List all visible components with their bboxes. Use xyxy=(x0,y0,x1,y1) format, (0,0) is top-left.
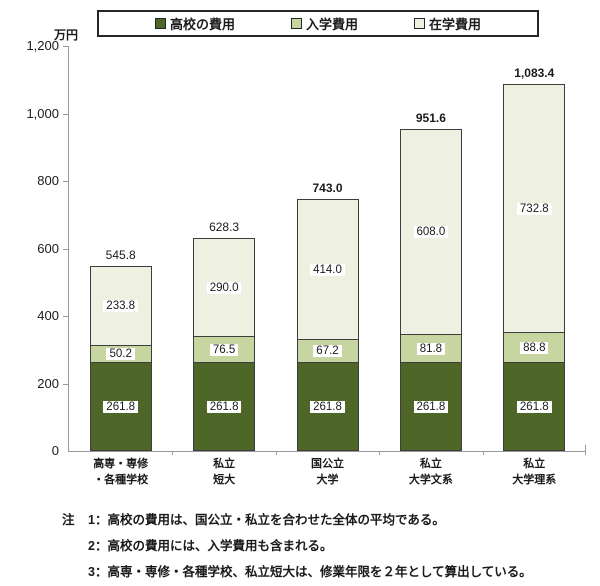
entrance-swatch-icon xyxy=(290,18,302,29)
notes-body: 1：高校の費用は、国公立・私立を合わせた全体の平均である。 2：高校の費用には、… xyxy=(88,507,532,585)
category-label: 私立 大学文系 xyxy=(408,458,453,486)
x-axis-tick-mark xyxy=(172,451,174,455)
category-label: 高専・専修 ・各種学校 xyxy=(93,458,149,486)
note-row-3: 3：高専・専修・各種学校、私立短大は、修業年限を２年として算出している。 xyxy=(88,565,532,579)
x-axis-end-tick-mark xyxy=(585,445,586,451)
y-axis-tick-label: 400 xyxy=(37,308,59,323)
y-axis-tick-mark xyxy=(63,181,69,182)
legend-label: 入学費用 xyxy=(305,17,358,32)
value-label: 67.2 xyxy=(297,344,359,359)
plot-area: 0 200 400 600 800 1,000 1,200 261.8 50.2 233.8 545… xyxy=(26,38,586,486)
category-label: 国公立 大学 xyxy=(310,458,344,486)
legend-label: 高校の費用 xyxy=(169,17,235,32)
x-axis-tick-mark xyxy=(585,451,586,455)
total-label: 1,083.4 xyxy=(514,66,555,81)
value-label: 261.8 xyxy=(400,400,462,415)
value-label: 290.0 xyxy=(193,281,255,296)
category-label: 私立 短大 xyxy=(213,458,236,486)
category-label: 私立 大学理系 xyxy=(512,458,557,486)
bar-segment xyxy=(89,265,152,346)
note-row-2: 2：高校の費用には、入学費用も含まれる。 xyxy=(88,539,333,553)
value-label: 88.8 xyxy=(503,341,565,356)
y-axis-unit-label: 万円 xyxy=(53,28,78,42)
value-label: 414.0 xyxy=(297,263,359,278)
value-label: 261.8 xyxy=(193,400,255,415)
value-label: 261.8 xyxy=(503,400,565,415)
highschool-swatch-icon xyxy=(154,18,166,29)
value-label: 50.2 xyxy=(90,347,152,362)
total-label: 951.6 xyxy=(415,110,446,125)
y-axis-tick-mark xyxy=(63,316,69,317)
x-axis-tick-mark xyxy=(482,451,484,455)
bar-segment xyxy=(296,361,359,451)
y-axis-tick-label: 1,000 xyxy=(26,105,59,121)
legend-label: 在学費用 xyxy=(428,17,481,32)
y-axis-tick-mark xyxy=(63,46,69,47)
legend-item-highschool: 高校の費用 xyxy=(154,14,235,33)
value-label: 233.8 xyxy=(90,299,152,314)
total-label: 628.3 xyxy=(209,219,240,234)
value-label: 732.8 xyxy=(503,202,565,217)
x-axis-tick-mark xyxy=(379,451,381,455)
y-axis-tick-label: 800 xyxy=(37,173,59,188)
value-label: 261.8 xyxy=(297,400,359,415)
value-label: 608.0 xyxy=(400,225,462,240)
notes: 注 1：高校の費用は、国公立・私立を合わせた全体の平均である。 2：高校の費用に… xyxy=(62,507,532,585)
legend-item-entrance: 入学費用 xyxy=(290,14,358,33)
legend: 高校の費用 入学費用 在学費用 xyxy=(97,10,539,37)
value-label: 81.8 xyxy=(400,342,462,357)
y-axis-tick-mark xyxy=(63,248,69,250)
enrollment-swatch-icon xyxy=(413,18,425,29)
total-label: 743.0 xyxy=(312,181,343,196)
y-axis-tick-label: 200 xyxy=(37,375,59,391)
bar-segment xyxy=(193,335,256,363)
y-axis-tick-label: 600 xyxy=(37,240,59,256)
total-label: 545.8 xyxy=(105,247,136,262)
y-axis-tick-mark xyxy=(63,383,69,385)
value-label: 76.5 xyxy=(193,343,255,358)
y-axis-tick-label: 1,200 xyxy=(26,38,59,53)
notes-prefix: 注 xyxy=(62,513,75,527)
legend-item-enrollment: 在学費用 xyxy=(413,14,481,33)
y-axis-tick-mark xyxy=(63,113,69,115)
x-axis-tick-mark xyxy=(275,451,277,455)
note-row-1: 1：高校の費用は、国公立・私立を合わせた全体の平均である。 xyxy=(88,513,445,527)
y-axis-tick-label: 0 xyxy=(51,443,59,458)
value-label: 261.8 xyxy=(90,400,152,415)
